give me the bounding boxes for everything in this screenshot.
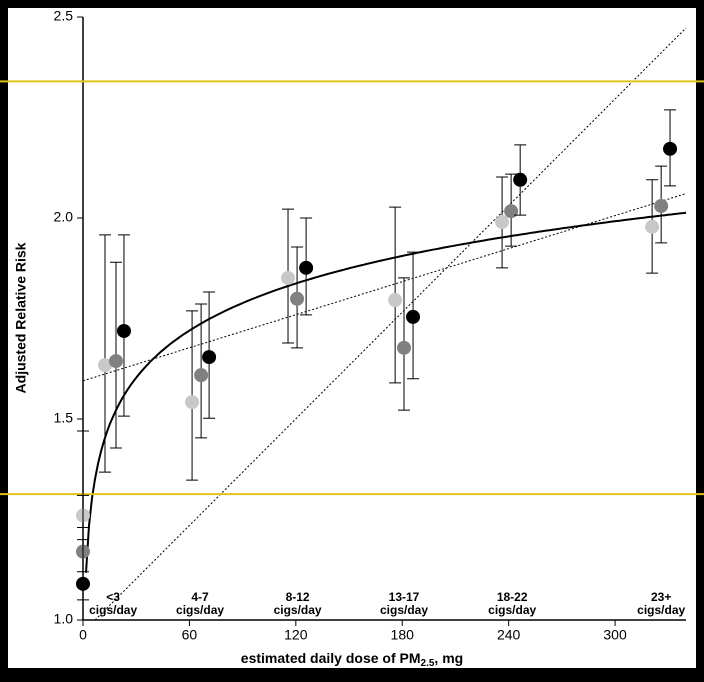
group-label: 8-12 (286, 590, 310, 604)
x-tick-label: 300 (603, 627, 627, 643)
data-point (290, 291, 305, 306)
data-point (406, 309, 421, 324)
y-tick-label: 2.5 (54, 8, 74, 24)
data-point (185, 395, 200, 410)
data-point (97, 358, 112, 373)
x-tick-label: 120 (284, 627, 308, 643)
x-tick-label: 240 (497, 627, 521, 643)
y-tick-label: 2.0 (54, 209, 74, 225)
y-tick-label: 1.0 (54, 611, 74, 627)
group-label: 13-17 (389, 590, 420, 604)
data-point (397, 340, 412, 355)
x-tick-label: 0 (79, 627, 87, 643)
data-point (108, 354, 123, 369)
data-point (645, 219, 660, 234)
group-label: cigs/day (380, 603, 428, 617)
data-point (76, 576, 90, 591)
y-axis-label: Adjusted Relative Risk (13, 242, 29, 393)
group-label: cigs/day (89, 603, 137, 617)
data-point (194, 368, 209, 383)
data-point (495, 215, 510, 230)
x-label-sub: 2.5 (421, 658, 435, 669)
fit-line (94, 27, 687, 621)
x-axis-label: estimated daily dose of PM2.5, mg (241, 650, 463, 669)
fit-line (85, 211, 687, 573)
plot-background (8, 8, 696, 668)
data-point (504, 204, 519, 219)
group-label: cigs/day (176, 603, 224, 617)
data-point (116, 323, 131, 338)
group-label: 18-22 (497, 590, 528, 604)
group-label: <3 (106, 590, 120, 604)
data-point (663, 141, 678, 156)
data-point (202, 350, 217, 365)
group-label: cigs/day (274, 603, 322, 617)
data-point (299, 260, 314, 275)
data-point (654, 198, 669, 213)
x-tick-label: 60 (182, 627, 198, 643)
data-point (513, 172, 528, 187)
x-label-suffix: , mg (434, 650, 463, 666)
error-bar (77, 430, 89, 601)
data-point (281, 270, 296, 285)
error-bar (98, 234, 111, 473)
group-label: 4-7 (191, 590, 209, 604)
fit-line (82, 193, 687, 382)
group-label: cigs/day (488, 603, 536, 617)
data-point (388, 293, 403, 308)
x-label-text: estimated daily dose of PM (241, 650, 421, 666)
y-tick-label: 1.5 (54, 410, 74, 426)
group-label: 23+ (651, 590, 671, 604)
x-tick-label: 180 (391, 627, 415, 643)
group-label: cigs/day (637, 603, 685, 617)
